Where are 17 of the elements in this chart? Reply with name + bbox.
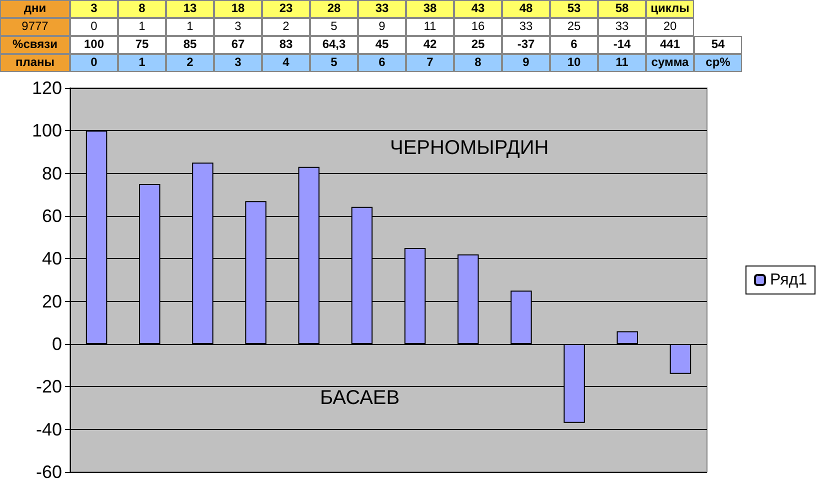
y-tick-label: 120 <box>32 78 62 98</box>
y-tick-label: -20 <box>36 376 62 397</box>
y-tick-label: 40 <box>42 248 62 269</box>
text: дни 3 8 13 18 23 28 33 38 43 48 53 58 циклы <box>24 1 690 15</box>
text: %связи 100 75 85 67 83 64,3 45 42 25 -37 6 -14 441 54 <box>12 37 725 51</box>
y-tick-label: -40 <box>36 419 62 440</box>
y-tick-label: 100 <box>32 120 62 141</box>
y-tick-label: 20 <box>42 291 62 312</box>
annotation: ЧЕРНОМЫРДИН <box>390 137 549 159</box>
y-tick-label: 80 <box>42 163 62 184</box>
y-tick-label: -60 <box>36 462 62 482</box>
legend-label: Ряд1 <box>770 272 808 288</box>
annotation: БАСАЕВ <box>320 387 400 409</box>
y-tick-label: 0 <box>52 334 62 354</box>
y-tick-label: 60 <box>42 206 62 226</box>
text: планы 0 1 2 3 4 5 6 7 8 9 10 11 сумма ср% <box>15 55 730 69</box>
text: 9777 0 1 1 3 2 5 9 11 16 33 25 33 20 <box>22 19 677 33</box>
